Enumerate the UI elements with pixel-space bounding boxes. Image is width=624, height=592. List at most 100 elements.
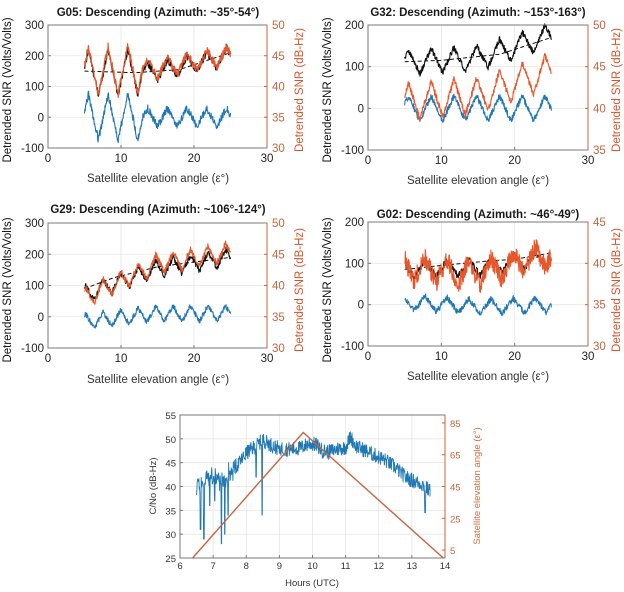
x-tick-label: 6 — [177, 561, 182, 572]
x-tick-label: 0 — [365, 155, 371, 167]
y-tick-label-right: 25 — [450, 514, 461, 525]
x-tick-label: 10 — [307, 561, 318, 572]
y-axis-label-right: Satellite elevation angle (ε°) — [472, 427, 483, 544]
y-axis-label: Detrended SNR (Volts/Volts) — [322, 217, 334, 362]
y-tick-label: 45 — [165, 459, 176, 470]
y-tick-label-right: 30 — [272, 343, 285, 355]
y-tick-label: 0 — [358, 103, 364, 115]
y-tick-label: 200 — [25, 249, 44, 261]
series-line-orange — [84, 240, 232, 305]
y-tick-label-right: 35 — [593, 145, 606, 157]
y-tick-label: -100 — [341, 145, 364, 157]
y-tick-label: -100 — [21, 143, 44, 155]
y-tick-label: 35 — [165, 506, 176, 517]
y-tick-label-right: 45 — [272, 249, 285, 261]
chart-title: G29: Descending (Azimuth: ~106°-124°) — [50, 204, 265, 216]
y-tick-label: 200 — [25, 51, 44, 63]
y-tick-label: 100 — [345, 258, 364, 270]
y-tick-label-right: 40 — [593, 103, 606, 115]
y-tick-label-right: 35 — [593, 300, 606, 312]
y-tick-label: 0 — [38, 112, 44, 124]
y-axis-label: Detrended SNR (Volts/Volts) — [2, 17, 14, 162]
y-axis-label-right: Detrended SNR (dB-Hz) — [294, 228, 306, 352]
y-tick-label-right: 35 — [272, 112, 285, 124]
y-axis-label: Detrended SNR (Volts/Volts) — [322, 17, 334, 162]
series-trend-line — [84, 52, 231, 74]
x-tick-label: 30 — [582, 155, 595, 167]
y-tick-label: 0 — [358, 300, 364, 312]
x-tick-label: 30 — [582, 351, 595, 363]
y-tick-label: 25 — [165, 554, 176, 565]
x-axis-label: Satellite elevation angle (ε°) — [407, 175, 549, 187]
y-tick-label-right: 45 — [593, 62, 606, 74]
series-line-satellite-elevation-angle — [192, 431, 444, 559]
y-tick-label: 55 — [165, 411, 176, 422]
chart-title: G05: Descending (Azimuth: ~35°-54°) — [57, 7, 260, 19]
x-tick-label: 12 — [373, 561, 384, 572]
x-axis-label: Satellite elevation angle (ε°) — [87, 173, 229, 185]
y-axis-label-right: Detrended SNR (dB-Hz) — [611, 228, 623, 352]
chart-panel-g32: G32: Descending (Azimuth: ~153°-163°) 0 1… — [322, 7, 623, 187]
x-tick-label: 13 — [407, 561, 418, 572]
x-tick-label: 20 — [188, 153, 201, 165]
x-tick-label: 11 — [341, 561, 351, 572]
x-tick-label: 8 — [244, 561, 249, 572]
x-tick-label: 9 — [277, 561, 282, 572]
x-axis-label: Hours (UTC) — [285, 578, 339, 589]
y-tick-label-right: 85 — [450, 419, 461, 430]
y-tick-label-right: 50 — [272, 218, 285, 230]
x-tick-label: 30 — [261, 153, 274, 165]
y-axis-label: C/No (dB-Hz) — [148, 457, 159, 514]
chart-title: G02: Descending (Azimuth: ~46°-49°) — [377, 209, 580, 221]
chart-panel-g05: G05: Descending (Azimuth: ~35°-54°) 0 10 2… — [2, 7, 306, 185]
y-tick-label-right: 40 — [593, 258, 606, 270]
y-tick-label: 100 — [25, 82, 44, 94]
chart-panel-g02: G02: Descending (Azimuth: ~46°-49°) 0 10 2… — [322, 209, 623, 383]
y-tick-label-right: 40 — [272, 281, 285, 293]
series-trend-line — [404, 252, 552, 270]
y-tick-label: -100 — [21, 343, 44, 355]
y-tick-label: 0 — [38, 312, 44, 324]
y-axis-label: Detrended SNR (Volts/Volts) — [2, 217, 14, 362]
x-tick-label: 20 — [508, 351, 521, 363]
x-tick-label: 30 — [261, 353, 274, 365]
y-tick-label-right: 35 — [272, 312, 285, 324]
series-line-orange — [83, 42, 232, 99]
x-tick-label: 14 — [440, 561, 451, 572]
y-tick-label-right: 30 — [593, 341, 606, 353]
x-tick-label: 0 — [45, 153, 51, 165]
series-line-cno — [196, 431, 431, 545]
x-tick-label: 10 — [115, 153, 128, 165]
y-tick-label-right: 50 — [272, 20, 285, 32]
chart-title: G32: Descending (Azimuth: ~153°-163°) — [370, 7, 585, 19]
y-tick-label-right: 5 — [450, 546, 455, 557]
x-tick-label: 20 — [508, 155, 521, 167]
series-line-blue — [84, 304, 232, 329]
y-tick-label-right: 65 — [450, 451, 461, 462]
series-line-orange — [404, 239, 552, 294]
y-tick-label: 40 — [165, 483, 176, 494]
x-tick-label: 20 — [188, 353, 201, 365]
y-tick-label: 200 — [345, 20, 364, 32]
plot-area — [368, 25, 588, 150]
y-tick-label-right: 30 — [272, 143, 285, 155]
y-tick-label: -100 — [341, 341, 364, 353]
series-line-orange — [404, 53, 552, 122]
x-tick-label: 7 — [210, 561, 215, 572]
y-tick-label-right: 50 — [593, 20, 606, 32]
x-tick-label: 0 — [45, 353, 51, 365]
y-axis-label-right: Detrended SNR (dB-Hz) — [611, 28, 623, 152]
x-tick-label: 10 — [115, 353, 128, 365]
x-tick-label: 0 — [365, 351, 371, 363]
series-line-blue — [83, 90, 232, 144]
x-axis-label: Satellite elevation angle (ε°) — [87, 374, 229, 386]
y-tick-label-right: 45 — [450, 483, 461, 494]
x-tick-label: 10 — [435, 155, 448, 167]
plot-area — [368, 222, 588, 346]
y-axis-label-right: Detrended SNR (dB-Hz) — [294, 28, 306, 152]
series-line-blue — [404, 93, 552, 123]
y-tick-label-right: 45 — [593, 217, 606, 229]
y-tick-label: 300 — [25, 20, 44, 32]
y-tick-label: 50 — [165, 435, 176, 446]
